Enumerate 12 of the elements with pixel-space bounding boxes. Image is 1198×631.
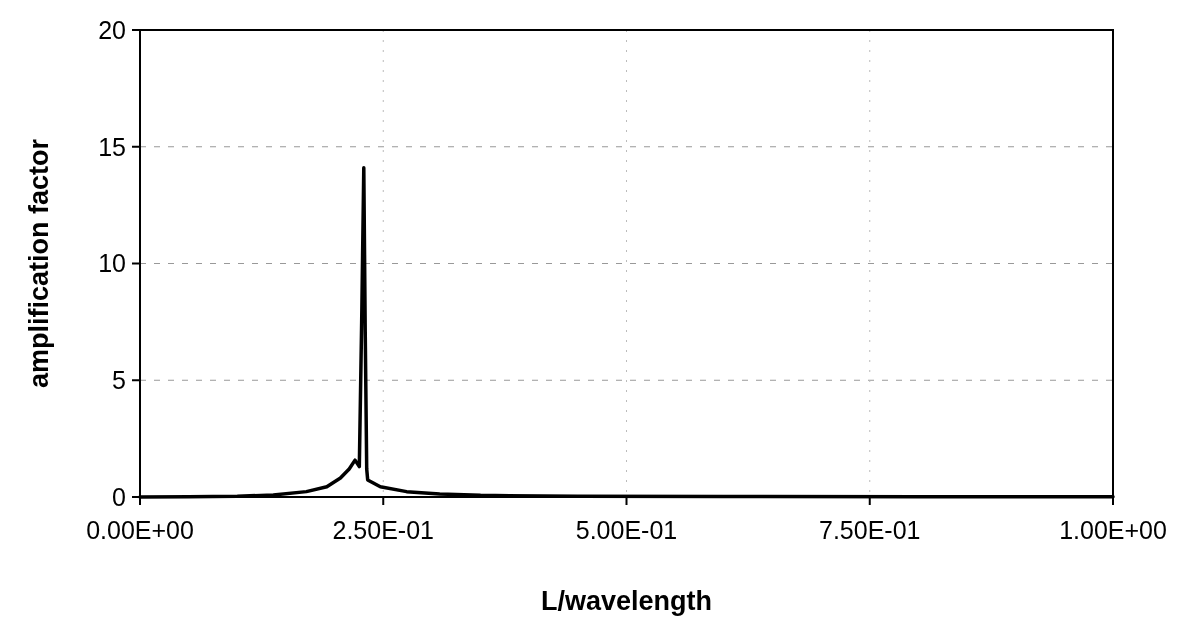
x-tick-label: 5.00E-01 (575, 516, 678, 544)
y-tick-label: 15 (98, 132, 126, 161)
x-tick-label: 1.00E+00 (1059, 516, 1167, 544)
y-tick-label: 20 (98, 15, 126, 44)
y-tick-label: 10 (98, 249, 126, 278)
x-tick-label: 0.00E+00 (86, 516, 194, 544)
x-tick-label: 2.50E-01 (332, 516, 434, 544)
y-axis-title: amplification factor (24, 138, 54, 389)
y-tick-label: 5 (112, 366, 126, 394)
x-axis-title: L/wavelength (540, 586, 713, 616)
x-tick-label: 7.50E-01 (819, 516, 921, 544)
y-tick-label: 0 (112, 482, 126, 511)
